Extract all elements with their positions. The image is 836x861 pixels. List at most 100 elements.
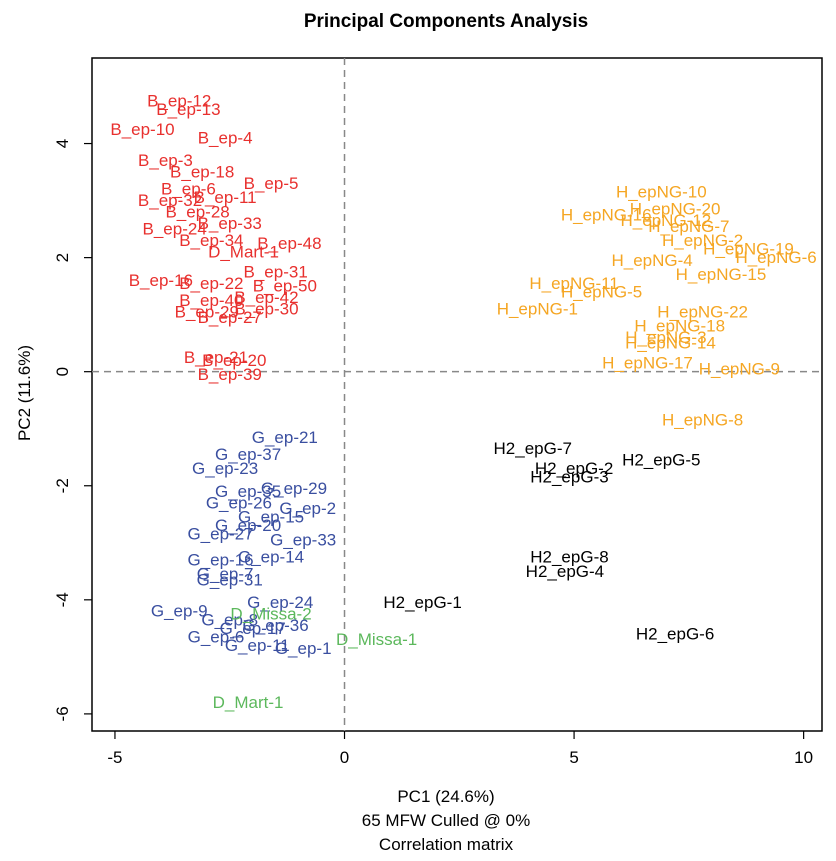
point-label: B_ep-3 <box>138 151 193 170</box>
point-label: H_epNG-2 <box>662 231 743 250</box>
point-label: H2_epG-5 <box>622 451 700 470</box>
point-label: B_ep-20 <box>202 351 266 370</box>
point-label: G_ep-24 <box>247 593 313 612</box>
point-label: B_ep-28 <box>165 202 229 221</box>
point-label: B_ep-30 <box>234 299 298 318</box>
y-tick-label: -6 <box>53 706 72 721</box>
x-axis: -5 0 5 10 <box>107 731 813 767</box>
point-label: H_epNG-15 <box>676 265 767 284</box>
y-axis: -6 -4 -2 0 2 4 <box>53 139 92 721</box>
point-label: H2_epG-1 <box>383 593 461 612</box>
y-tick-label: -2 <box>53 478 72 493</box>
point-label: B_ep-33 <box>198 214 262 233</box>
point-label: B_ep-6 <box>161 180 216 199</box>
point-label: B_ep-13 <box>156 100 220 119</box>
y-tick-label: 2 <box>53 253 72 262</box>
point-label: D_Missa-2 <box>230 605 311 624</box>
x-tick-label: 5 <box>569 748 578 767</box>
point-label: G_ep-2 <box>279 499 336 518</box>
point-label: B_ep-39 <box>198 365 262 384</box>
point-label: G_ep-1 <box>275 639 332 658</box>
point-label: G_ep-7 <box>197 565 254 584</box>
point-label: B_ep-24 <box>143 220 207 239</box>
point-label: B_ep-21 <box>184 348 248 367</box>
point-label: H_epNG-18 <box>634 317 725 336</box>
point-label: H_epNG-19 <box>703 240 794 259</box>
point-label: H_epNG-11 <box>529 274 618 293</box>
x-tick-label: -5 <box>107 748 122 767</box>
point-label: H_epNG-6 <box>735 248 816 267</box>
point-label: G_ep-17 <box>220 619 286 638</box>
point-label: G_ep-6 <box>188 627 245 646</box>
point-label: H_epNG-5 <box>561 282 642 301</box>
point-label: B_ep-16 <box>129 271 193 290</box>
point-label: H2_epG-8 <box>530 548 608 567</box>
point-label: B_ep-34 <box>179 231 243 250</box>
point-label: G_ep-23 <box>192 459 258 478</box>
point-label: B_ep-22 <box>179 274 243 293</box>
point-label: H_epNG-17 <box>602 354 693 373</box>
point-label: G_ep-20 <box>215 516 281 535</box>
point-label: G_ep-27 <box>187 525 253 544</box>
point-label: G_ep-16 <box>187 550 253 569</box>
point-label: G_ep-33 <box>270 530 336 549</box>
point-label: H2_epG-7 <box>494 439 572 458</box>
x-tick-label: 0 <box>340 748 349 767</box>
point-label: H_epNG-20 <box>630 200 721 219</box>
point-label: G_ep-9 <box>151 602 208 621</box>
point-label: B_ep-27 <box>198 308 262 327</box>
point-label: B_ep-11 <box>194 188 257 207</box>
point-label: D_Mart-1 <box>208 242 279 261</box>
chart-title: Principal Components Analysis <box>304 11 588 32</box>
point-label: B_ep-31 <box>244 262 308 281</box>
y-axis-label: PC2 (11.6%) <box>15 345 34 441</box>
point-label: D_Missa-1 <box>336 630 417 649</box>
point-label: H_epNG-14 <box>625 334 716 353</box>
y-tick-label: 4 <box>53 139 72 148</box>
point-label: G_ep-29 <box>261 479 327 498</box>
x-axis-label: PC1 (24.6%) <box>397 787 494 806</box>
x-tick-label: 10 <box>794 748 813 767</box>
y-tick-label: -4 <box>53 592 72 607</box>
point-label: H_epNG-1 <box>497 299 578 318</box>
point-label: G_ep-15 <box>238 508 304 527</box>
point-label: H2_epG-4 <box>526 562 604 581</box>
reference-lines <box>92 58 822 731</box>
point-label: H_epNG-4 <box>611 251 692 270</box>
point-label: D_Mart-1 <box>213 693 284 712</box>
point-label: G_ep-14 <box>238 548 304 567</box>
point-label: G_ep-31 <box>197 570 263 589</box>
point-label: G_ep-26 <box>206 493 272 512</box>
point-label: G_ep-36 <box>243 616 309 635</box>
point-label: H2_epG-3 <box>530 468 608 487</box>
point-label: H_epNG-12 <box>621 211 712 230</box>
point-label: H_epNG-10 <box>616 183 707 202</box>
point-label: H_epNG-22 <box>657 302 748 321</box>
y-tick-label: 0 <box>53 367 72 376</box>
point-label: H2_epG-2 <box>535 459 613 478</box>
point-label: G_ep-21 <box>252 428 318 447</box>
point-label: B_ep-4 <box>198 128 253 147</box>
point-label: H_epNG-16 <box>561 205 652 224</box>
point-label: B_ep-5 <box>244 174 299 193</box>
x-axis-subtitle-matrix: Correlation matrix <box>379 835 514 854</box>
point-label: G_ep-35 <box>215 482 281 501</box>
point-label: B_ep-42 <box>234 288 298 307</box>
point-label: B_ep-32 <box>138 191 202 210</box>
point-label: G_ep-11 <box>225 636 290 655</box>
point-label: B_ep-12 <box>147 91 211 110</box>
x-axis-subtitle-mfw: 65 MFW Culled @ 0% <box>362 811 530 830</box>
point-label: H_epNG-7 <box>648 217 729 236</box>
point-label: B_ep-40 <box>179 291 243 310</box>
point-labels: B_ep-12B_ep-13B_ep-10 B_ep-4 B_ep-3B_ep-18… <box>110 91 816 712</box>
point-label: H_epNG-3 <box>625 328 706 347</box>
point-label: H2_epG-6 <box>636 625 714 644</box>
point-label: H_epNG-9 <box>699 359 780 378</box>
point-label: B_ep-29 <box>175 302 239 321</box>
point-label: H_epNG-8 <box>662 411 743 430</box>
point-label: G_ep-8 <box>201 610 258 629</box>
point-label: B_ep-50 <box>253 277 317 296</box>
point-label: B_ep-48 <box>257 234 321 253</box>
point-label: B_ep-10 <box>110 120 174 139</box>
